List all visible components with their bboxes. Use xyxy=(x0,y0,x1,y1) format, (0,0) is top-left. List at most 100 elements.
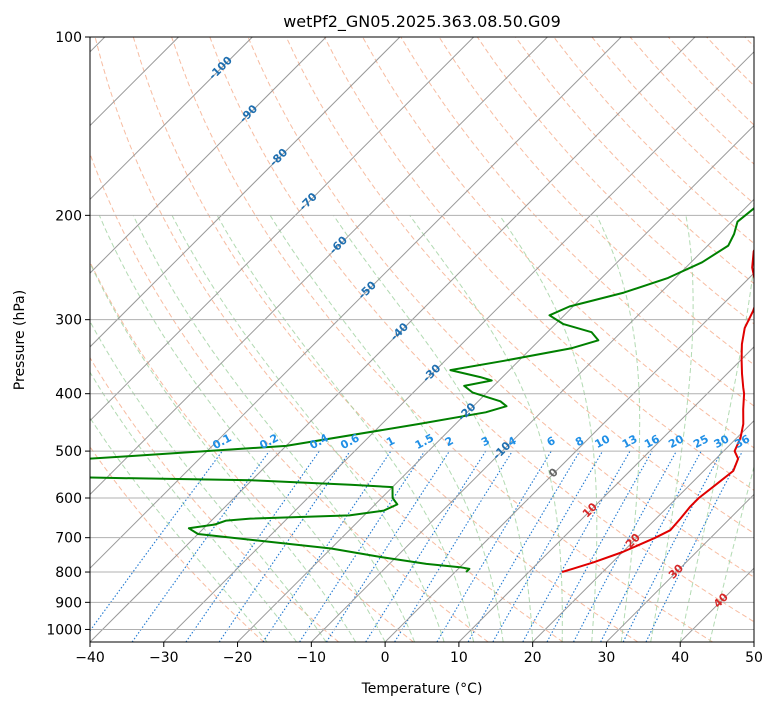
isotherm-label: -50 xyxy=(356,278,379,301)
mixing-ratio-label: 36 xyxy=(732,432,752,451)
mixing-ratio-line xyxy=(365,450,487,642)
dry-adiabat xyxy=(90,356,339,642)
plot-frame xyxy=(89,36,755,643)
isotherm-label: -60 xyxy=(327,233,350,256)
mixing-ratio-label: 20 xyxy=(666,432,686,451)
moist-adiabat xyxy=(90,371,297,642)
isotherm-line xyxy=(384,272,754,642)
moist-adiabat xyxy=(596,215,641,642)
y-tick-label: 500 xyxy=(55,444,82,460)
dry-adiabat xyxy=(591,37,754,205)
isotherm-label: -90 xyxy=(237,102,260,125)
mixing-ratio-line xyxy=(467,450,581,642)
mixing-ratio-line xyxy=(262,450,392,642)
x-tick-label: −40 xyxy=(75,650,105,666)
dry-adiabat xyxy=(94,37,564,642)
mixing-ratio-label: 30 xyxy=(712,432,732,451)
temperature-profile xyxy=(561,248,754,573)
dry-adiabat xyxy=(90,260,414,642)
dry-adiabat xyxy=(171,37,713,642)
mixing-ratio-label: 25 xyxy=(691,432,711,451)
mixing-ratio-line xyxy=(600,450,702,642)
y-tick-label: 300 xyxy=(55,313,82,329)
isotherm-line xyxy=(90,37,696,642)
isotherm-line xyxy=(90,37,548,496)
mixing-ratio-label: 8 xyxy=(573,434,586,449)
y-tick-label: 400 xyxy=(55,387,82,403)
isotherm-line xyxy=(237,124,754,642)
dry-adiabat xyxy=(515,37,754,285)
x-tick-label: 0 xyxy=(381,650,390,666)
isotherm-line xyxy=(90,37,327,274)
mixing-ratio-label: 2 xyxy=(443,434,456,449)
moist-adiabat xyxy=(499,215,598,642)
mixing-ratio-label: 6 xyxy=(545,434,558,449)
isotherm-line xyxy=(310,198,754,642)
isotherm-label: 30 xyxy=(666,561,686,581)
mixing-ratio-label: 0.2 xyxy=(257,431,280,452)
mixing-ratio-line xyxy=(622,450,723,642)
y-tick-label: 100 xyxy=(55,30,82,46)
y-tick-label: 600 xyxy=(55,491,82,507)
moist-adiabat xyxy=(679,261,754,642)
mixing-ratio-line xyxy=(573,450,677,642)
dewpoint-profile xyxy=(90,206,754,573)
mixing-ratio-line xyxy=(522,450,631,642)
mixing-ratio-line xyxy=(394,450,513,642)
isotherm-label: 40 xyxy=(711,590,731,610)
moist-adiabat xyxy=(269,215,504,642)
moist-adiabat xyxy=(650,215,694,642)
x-tick-label: 40 xyxy=(671,650,689,666)
mixing-ratio-line xyxy=(645,450,743,642)
x-tick-label: −10 xyxy=(297,650,327,666)
isotherm-line xyxy=(163,51,754,642)
isotherm-label: -70 xyxy=(297,190,320,213)
isotherm-line xyxy=(90,37,401,348)
dry-adiabat xyxy=(744,37,754,47)
isotherm-line xyxy=(458,346,754,642)
y-tick-label: 800 xyxy=(55,565,82,581)
dry-adiabat xyxy=(362,37,754,449)
moist-adiabat xyxy=(709,465,754,642)
y-axis-label: Pressure (hPa) xyxy=(12,290,28,390)
x-tick-label: 10 xyxy=(450,650,468,666)
y-tick-label: 200 xyxy=(55,208,82,224)
moist-adiabat xyxy=(90,416,268,642)
series-layer xyxy=(90,206,754,573)
dry-adiabat xyxy=(438,37,754,366)
mixing-ratio-label: 1.5 xyxy=(413,431,436,452)
moist-adiabat xyxy=(90,320,327,642)
y-tick-label: 900 xyxy=(55,595,82,611)
moist-adiabat xyxy=(216,215,475,642)
mixing-ratio-line xyxy=(185,450,320,642)
isotherm-label: 20 xyxy=(623,531,643,551)
mixing-ratio-label: 10 xyxy=(593,432,613,451)
y-tick-label: 700 xyxy=(55,531,82,547)
isotherm-line xyxy=(90,37,475,422)
y-tick-label: 1000 xyxy=(46,622,82,638)
isotherm-line xyxy=(679,567,754,642)
moist-adiabat xyxy=(90,262,357,642)
isotherm-label: -100 xyxy=(206,53,235,82)
dry-adiabat xyxy=(323,37,754,491)
dry-adiabat xyxy=(667,37,754,126)
x-tick-label: 20 xyxy=(524,650,542,666)
moist-adiabat xyxy=(409,215,563,642)
dry-adiabat xyxy=(706,37,754,87)
mixing-ratio-label: 1 xyxy=(384,434,397,449)
x-tick-label: 50 xyxy=(745,650,763,666)
isotherm-line xyxy=(606,493,754,642)
mixing-ratio-line xyxy=(131,450,270,642)
dry-adiabat xyxy=(90,446,265,642)
mixing-ratio-line xyxy=(325,450,450,642)
mixing-ratio-label: 0.4 xyxy=(307,431,331,452)
isotherm-line xyxy=(753,641,754,642)
x-tick-label: −30 xyxy=(149,650,179,666)
mixing-ratio-label: 13 xyxy=(620,432,640,451)
y-axis: 100 200 300 400 500 600 700 800 900 1000 xyxy=(46,30,90,638)
x-tick-label: 30 xyxy=(598,650,616,666)
mixing-ratio-line xyxy=(90,450,223,632)
x-axis-label: Temperature (°C) xyxy=(361,681,483,697)
moist-adiabat xyxy=(98,215,386,642)
